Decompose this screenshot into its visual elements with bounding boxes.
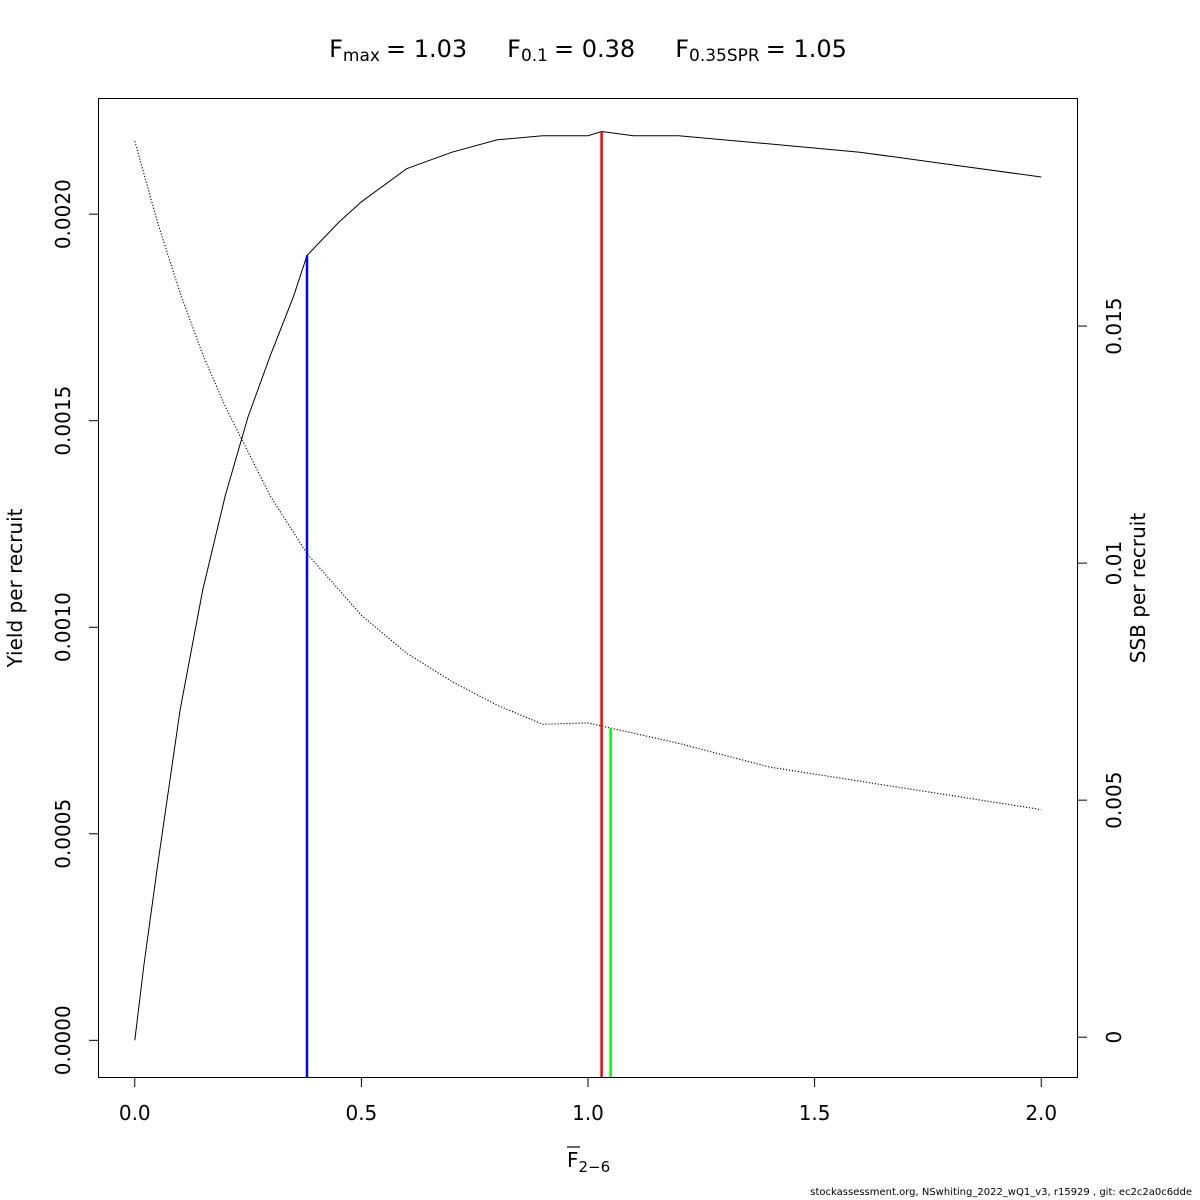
reference-lines-group	[305, 131, 612, 1078]
title-f01-sub: 0.1	[521, 46, 548, 66]
x-tick-label: 2.0	[1025, 1101, 1057, 1125]
title-fmax-value: = 1.03	[386, 35, 467, 63]
x-axis-title-sub: 2−6	[579, 1158, 611, 1176]
title-f01-value: = 0.38	[554, 35, 635, 63]
footer-text: stockassessment.org, NSwhiting_2022_wQ1_…	[810, 1187, 1192, 1198]
ssb-per-recruit-curve	[134, 141, 1042, 811]
title-f035-main: F	[675, 35, 689, 63]
y-right-tick-label: 0.015	[1102, 297, 1126, 354]
y-right-tick-label: 0.01	[1102, 541, 1126, 586]
chart-title: Fmax = 1.03 F0.1 = 0.38 F0.35SPR = 1.05	[329, 35, 847, 66]
y-left-tick-label: 0.0015	[51, 386, 75, 456]
title-fmax-main: F	[329, 35, 343, 63]
curves-group	[134, 130, 1042, 1041]
y-left-tick-label: 0.0010	[51, 592, 75, 662]
y-left-tick-label: 0.0005	[51, 799, 75, 869]
x-tick-label: 1.5	[799, 1101, 831, 1125]
title-fmax-sub: max	[343, 46, 380, 66]
title-f035-sub: 0.35SPR	[689, 46, 760, 66]
x-axis: 0.0 0.5 1.0 1.5 2.0	[119, 1077, 1057, 1125]
svg-text:F2−6: F2−6	[567, 1148, 610, 1176]
title-f035-value: = 1.05	[766, 35, 847, 63]
x-tick-label: 0.5	[345, 1101, 377, 1125]
y-axis-right: 0 0.005 0.01 0.015	[1077, 297, 1126, 1044]
x-tick-label: 0.0	[119, 1101, 151, 1125]
y-left-tick-label: 0.0020	[51, 179, 75, 249]
y-right-tick-label: 0.005	[1102, 772, 1126, 829]
y-axis-left-title: Yield per recruit	[3, 508, 27, 668]
x-axis-title-main: F	[567, 1148, 579, 1172]
x-axis-title: F2−6	[567, 1146, 610, 1176]
x-tick-label: 1.0	[572, 1101, 604, 1125]
y-right-tick-label: 0	[1102, 1031, 1126, 1044]
y-axis-right-title: SSB per recruit	[1126, 513, 1150, 664]
y-left-tick-label: 0.0000	[51, 1005, 75, 1075]
title-f01-main: F	[507, 35, 521, 63]
plot-frame	[98, 98, 1078, 1078]
yield-per-recruit-curve	[134, 130, 1042, 1041]
y-axis-left: 0.0000 0.0005 0.0010 0.0015 0.0020	[51, 179, 99, 1075]
